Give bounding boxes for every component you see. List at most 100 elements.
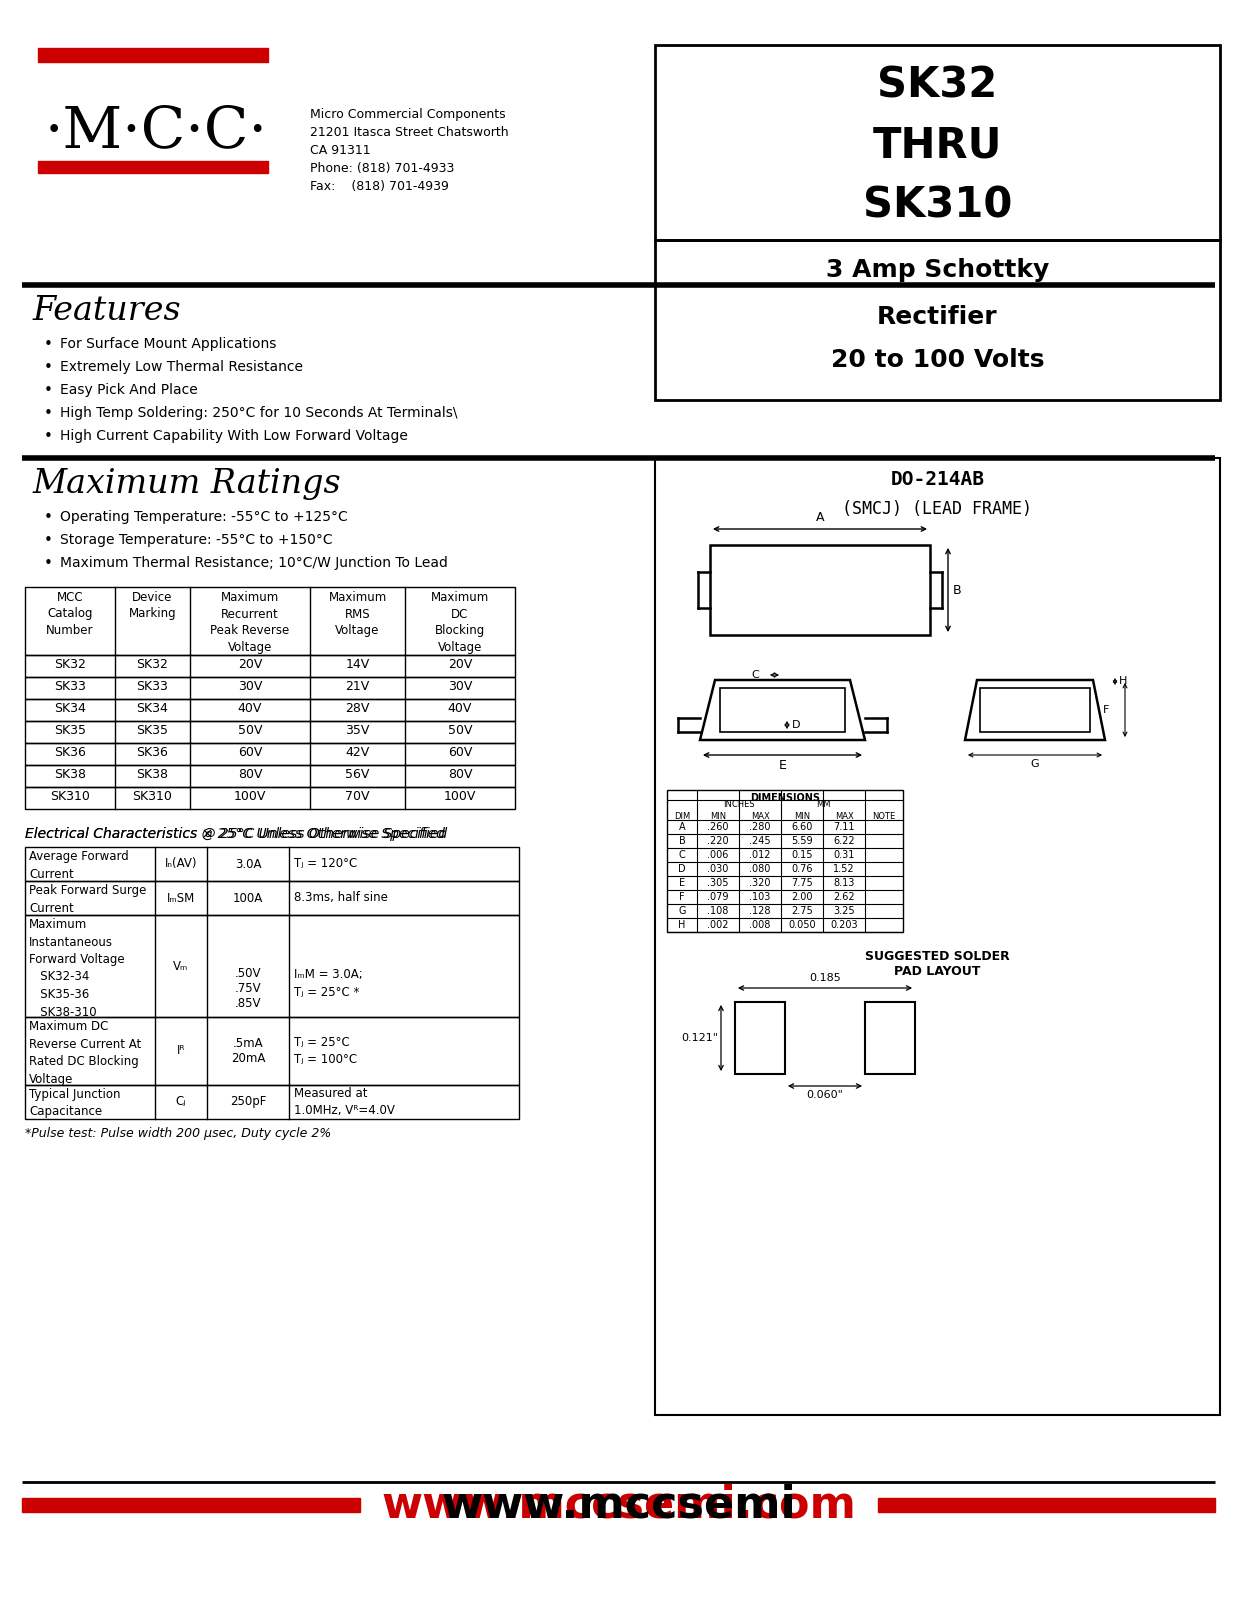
Bar [877, 1498, 1215, 1512]
Text: Cⱼ: Cⱼ [176, 1096, 187, 1109]
Text: 7.75: 7.75 [792, 878, 813, 888]
Text: Average Forward
Current: Average Forward Current [28, 850, 129, 880]
Text: 1.52: 1.52 [834, 864, 855, 874]
Text: E: E [679, 878, 685, 888]
Text: MIN: MIN [794, 813, 810, 821]
Text: 30V: 30V [448, 680, 473, 693]
Text: .50V
.75V
.85V: .50V .75V .85V [235, 922, 261, 1010]
Text: H: H [678, 920, 685, 930]
Text: A: A [815, 510, 824, 525]
Text: 3.25: 3.25 [834, 906, 855, 915]
Text: 2.00: 2.00 [792, 893, 813, 902]
Text: A: A [679, 822, 685, 832]
Bar [710, 546, 930, 635]
Text: SK32: SK32 [136, 658, 168, 670]
Text: H: H [1119, 677, 1127, 686]
Text: Iᴿ: Iᴿ [177, 1045, 186, 1058]
Text: .002: .002 [708, 920, 729, 930]
Text: •: • [45, 382, 53, 398]
Text: F: F [679, 893, 685, 902]
Text: .128: .128 [750, 906, 771, 915]
Text: DIM: DIM [674, 813, 690, 821]
Text: 70V: 70V [345, 790, 370, 803]
Text: 250pF: 250pF [230, 1096, 266, 1109]
Text: Iₙ(AV): Iₙ(AV) [165, 858, 197, 870]
Text: Peak Forward Surge
Current: Peak Forward Surge Current [28, 883, 146, 915]
Text: SK33: SK33 [136, 680, 168, 693]
Bar [980, 688, 1090, 733]
Text: Maximum Thermal Resistance; 10°C/W Junction To Lead: Maximum Thermal Resistance; 10°C/W Junct… [61, 557, 448, 570]
Text: SK310: SK310 [863, 186, 1012, 227]
Text: MAX: MAX [751, 813, 769, 821]
Text: 60V: 60V [448, 746, 473, 758]
Text: D: D [792, 720, 800, 730]
Text: .006: .006 [708, 850, 729, 861]
Bar [25, 787, 515, 810]
Bar [25, 765, 515, 787]
Text: SK310: SK310 [49, 790, 90, 803]
Text: 6.22: 6.22 [834, 835, 855, 846]
Bar [25, 1018, 520, 1085]
Text: 35V: 35V [345, 723, 370, 738]
Bar [720, 688, 845, 733]
Text: 28V: 28V [345, 702, 370, 715]
Text: Micro Commercial Components: Micro Commercial Components [310, 109, 506, 122]
Text: .012: .012 [750, 850, 771, 861]
Text: 50V: 50V [448, 723, 473, 738]
Text: F: F [1103, 706, 1110, 715]
Text: •: • [45, 360, 53, 374]
Text: 7.11: 7.11 [834, 822, 855, 832]
Bar [667, 790, 903, 931]
Text: Features: Features [32, 294, 181, 326]
Bar [865, 1002, 915, 1074]
Text: 50V: 50V [238, 723, 262, 738]
Text: D: D [678, 864, 685, 874]
Bar [656, 240, 1220, 400]
Text: Storage Temperature: -55°C to +150°C: Storage Temperature: -55°C to +150°C [61, 533, 333, 547]
Bar [22, 1498, 360, 1512]
Bar [38, 48, 268, 62]
Text: .030: .030 [708, 864, 729, 874]
Text: Phone: (818) 701-4933: Phone: (818) 701-4933 [310, 162, 454, 174]
Text: 0.060": 0.060" [807, 1090, 844, 1101]
Text: 0.31: 0.31 [834, 850, 855, 861]
Text: .103: .103 [750, 893, 771, 902]
Text: 14V: 14V [345, 658, 370, 670]
Bar [25, 677, 515, 699]
Text: 100A: 100A [233, 891, 263, 904]
Text: www.mccsemi.com: www.mccsemi.com [381, 1483, 856, 1526]
Text: .220: .220 [708, 835, 729, 846]
Text: Fax:    (818) 701-4939: Fax: (818) 701-4939 [310, 179, 449, 194]
Text: 40V: 40V [238, 702, 262, 715]
Text: 42V: 42V [345, 746, 370, 758]
Text: 20 to 100 Volts: 20 to 100 Volts [831, 349, 1044, 371]
Text: INCHES: INCHES [724, 800, 755, 810]
Text: 6.60: 6.60 [792, 822, 813, 832]
Text: 2.62: 2.62 [834, 893, 855, 902]
Text: .280: .280 [750, 822, 771, 832]
Text: THRU: THRU [873, 125, 1002, 166]
Bar [25, 699, 515, 722]
Text: Operating Temperature: -55°C to +125°C: Operating Temperature: -55°C to +125°C [61, 510, 348, 525]
Bar [25, 742, 515, 765]
Text: 8.13: 8.13 [834, 878, 855, 888]
Text: 21V: 21V [345, 680, 370, 693]
Text: SK36: SK36 [54, 746, 85, 758]
Text: •: • [45, 406, 53, 421]
Text: SK38: SK38 [136, 768, 168, 781]
Text: (SMCJ) (LEAD FRAME): (SMCJ) (LEAD FRAME) [842, 499, 1033, 518]
Text: Extremely Low Thermal Resistance: Extremely Low Thermal Resistance [61, 360, 303, 374]
Bar [25, 1085, 520, 1118]
Text: •: • [45, 338, 53, 352]
Text: SK36: SK36 [136, 746, 168, 758]
Text: Easy Pick And Place: Easy Pick And Place [61, 382, 198, 397]
Text: 5.59: 5.59 [792, 835, 813, 846]
Text: For Surface Mount Applications: For Surface Mount Applications [61, 338, 276, 350]
Text: .008: .008 [750, 920, 771, 930]
Text: .305: .305 [708, 878, 729, 888]
Text: •: • [45, 557, 53, 571]
Text: SK35: SK35 [54, 723, 87, 738]
Text: .079: .079 [708, 893, 729, 902]
Text: SUGGESTED SOLDER
PAD LAYOUT: SUGGESTED SOLDER PAD LAYOUT [865, 950, 1009, 978]
Text: MAX: MAX [835, 813, 854, 821]
